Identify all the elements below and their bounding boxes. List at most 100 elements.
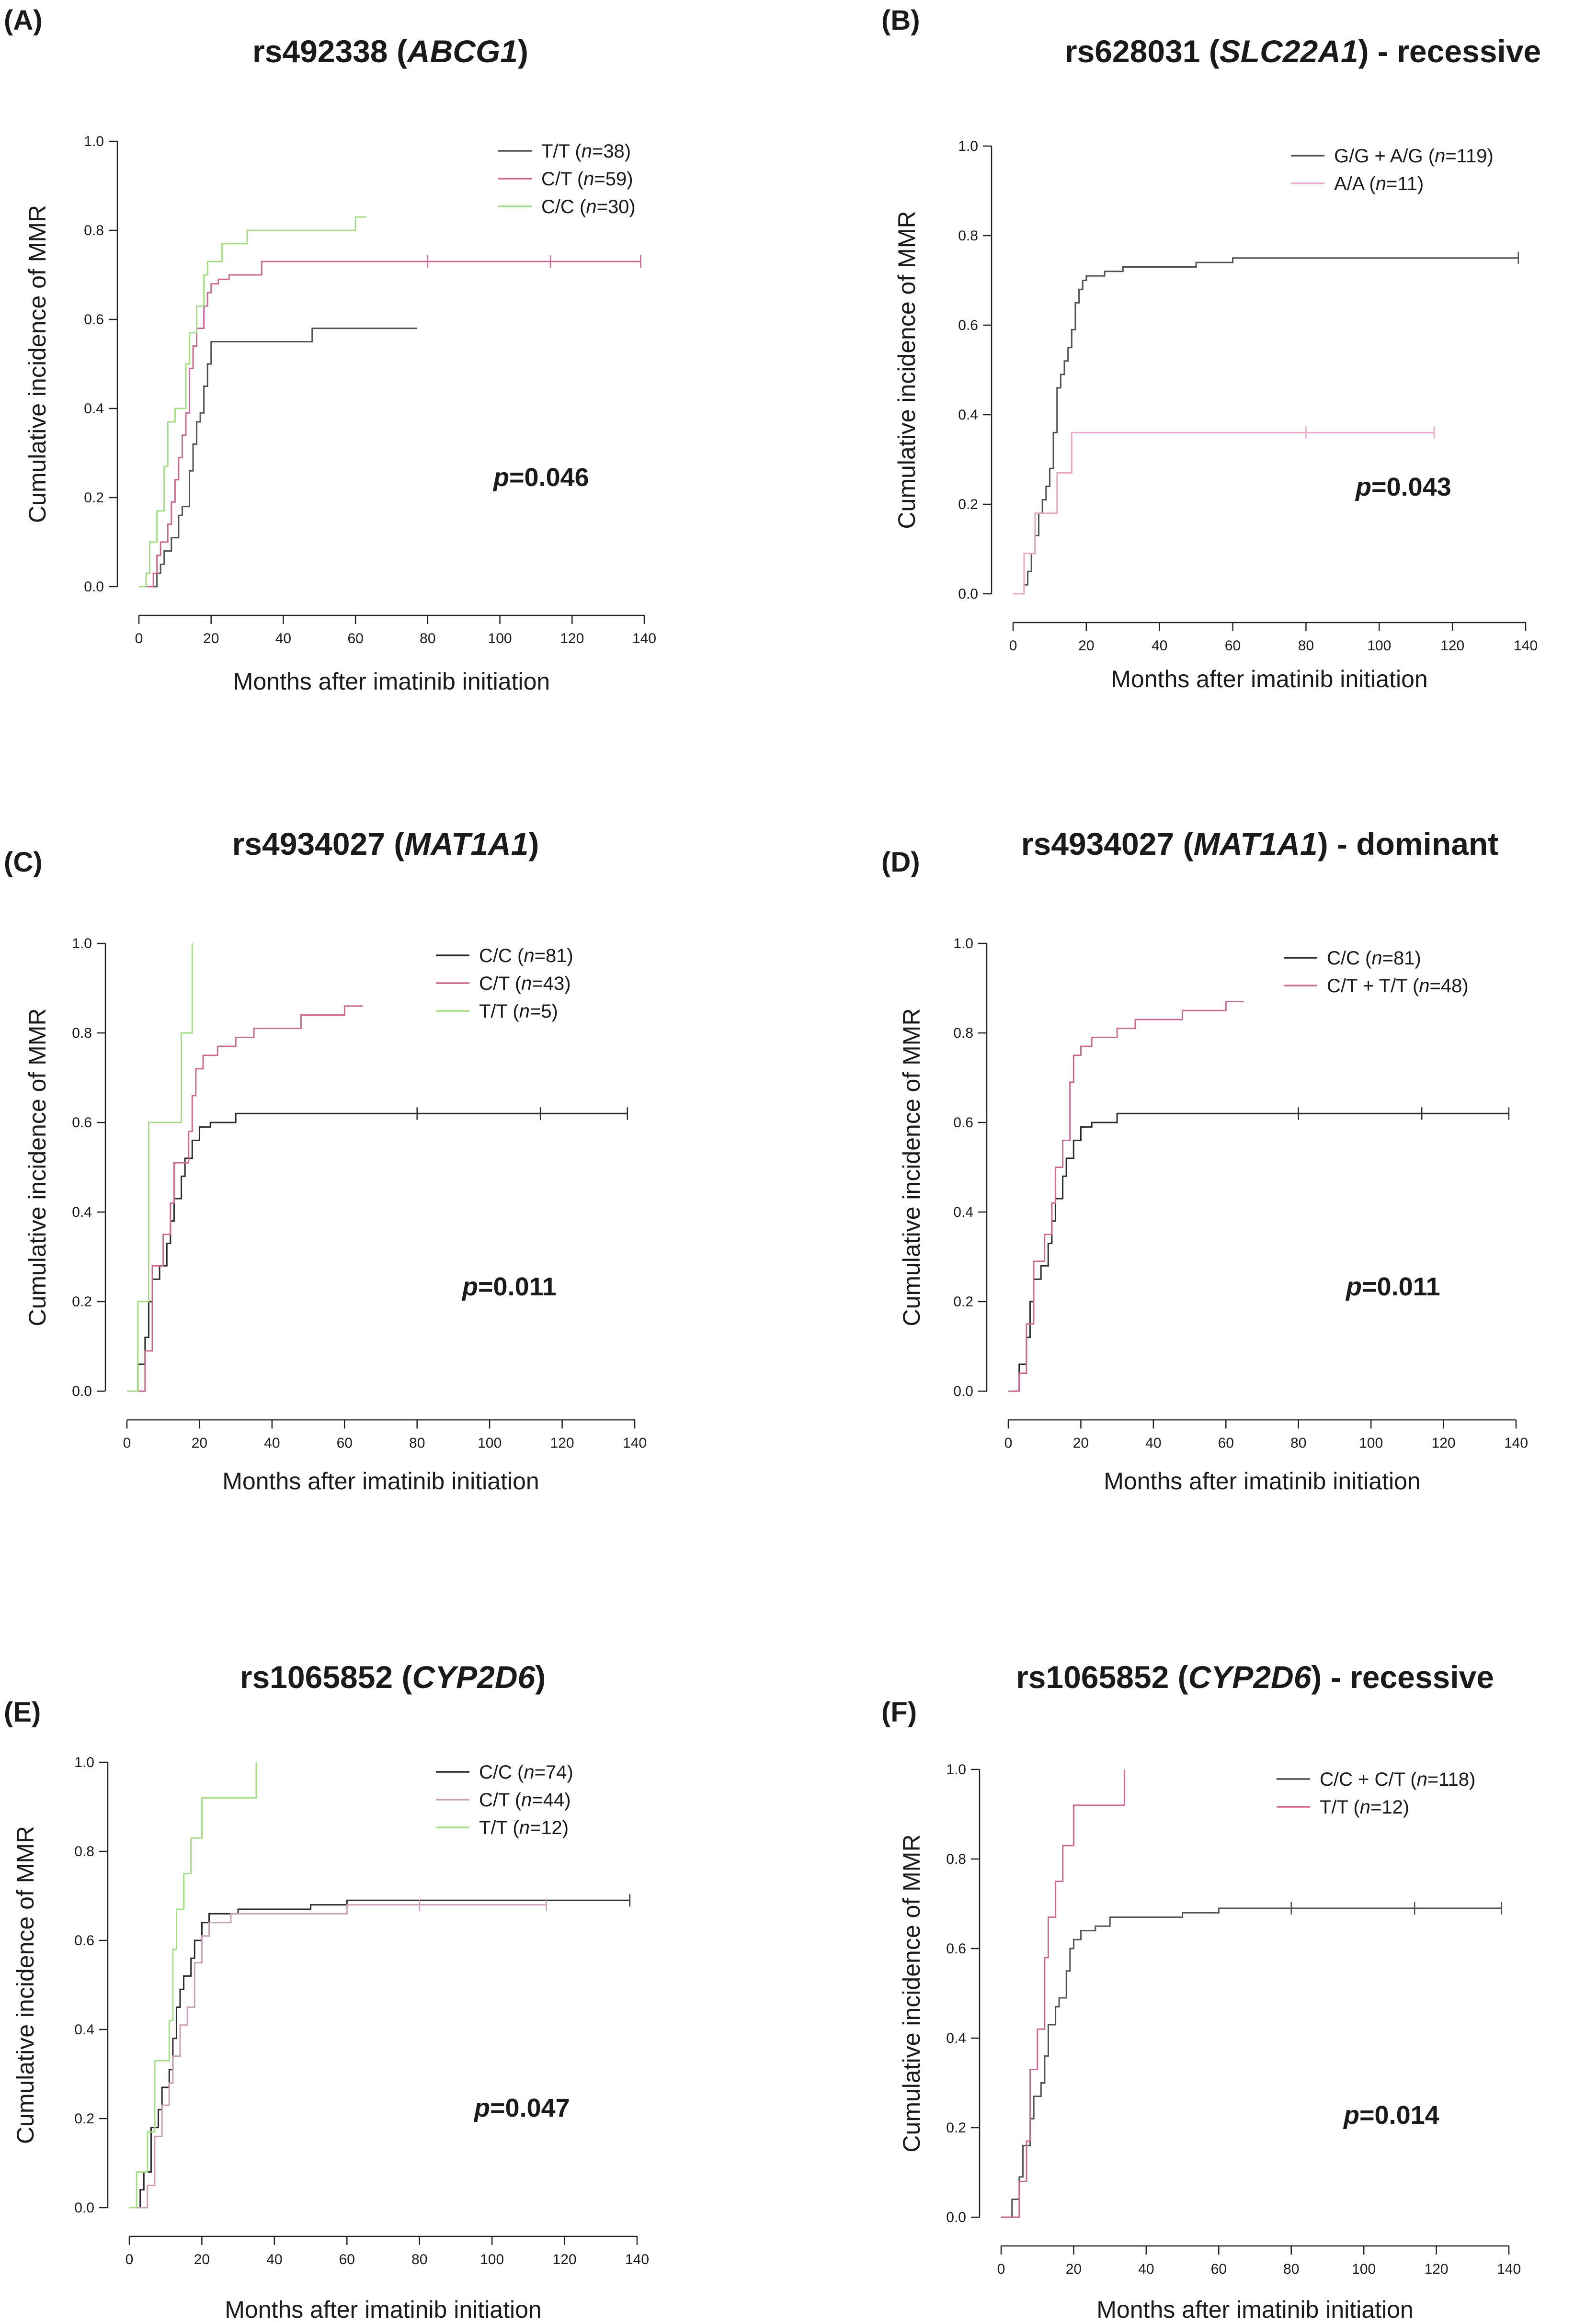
text-part: n: [519, 1817, 530, 1838]
y-tick-label: 0.4: [84, 401, 104, 417]
p-value: p=0.014: [1343, 2101, 1439, 2130]
y-tick-label: 0.2: [953, 1294, 973, 1310]
text-part: T/T (: [541, 141, 582, 162]
x-tick-label: 100: [478, 1435, 502, 1451]
y-tick-label: 0.8: [946, 1851, 966, 1867]
km-panel: (B) rs628031 (SLC22A1) - recessive 0.0 0.2 0…: [881, 5, 1541, 692]
x-tick-label: 80: [420, 631, 435, 646]
text-part: =12): [1370, 1797, 1409, 1818]
y-tick-label: 0.4: [72, 1204, 92, 1220]
y-tick-label: 1.0: [74, 1755, 94, 1770]
p-value: p=0.043: [1355, 473, 1451, 501]
x-tick-label: 100: [488, 631, 512, 646]
y-axis-label: Cumulative incidence of MMR: [893, 211, 920, 529]
p-value: p=0.011: [461, 1272, 557, 1301]
chart-title: rs1065852 (CYP2D6): [240, 1659, 546, 1695]
text-part: n: [521, 973, 532, 994]
y-tick-label: 0.0: [74, 2200, 94, 2216]
text-part: C/C (: [479, 945, 524, 966]
y-tick-label: 0.6: [953, 1115, 973, 1131]
text-part: C/C + C/T (: [1320, 1769, 1417, 1790]
y-axis-label: Cumulative incidence of MMR: [12, 1826, 39, 2144]
x-tick-label: 140: [1514, 638, 1538, 654]
y-tick-label: 1.0: [946, 1762, 966, 1778]
x-axis-label: Months after imatinib initiation: [1104, 1468, 1420, 1495]
x-tick-label: 40: [266, 2252, 282, 2267]
legend-label: C/C + C/T (n=118): [1320, 1769, 1475, 1790]
km-panel: (E) rs1065852 (CYP2D6) 0.0 0.2 0.4 0.6 0.8 1.0 0…: [4, 1659, 649, 2323]
p-value-number: =0.011: [1362, 1272, 1440, 1301]
series-line: [127, 1005, 363, 1392]
panel-letter: (F): [881, 1697, 917, 1728]
series-line: [139, 328, 417, 588]
x-tick-label: 60: [1211, 2261, 1227, 2277]
panel-letter: (D): [881, 847, 920, 878]
series-line: [139, 216, 366, 588]
text-part: n: [521, 1790, 532, 1811]
y-tick-label: 0.0: [946, 2210, 966, 2225]
text-part: n: [1376, 173, 1386, 194]
text-part: n: [1360, 1797, 1370, 1818]
legend-label: C/C (n=74): [479, 1762, 573, 1783]
text-part: n: [586, 196, 596, 217]
y-tick-label: 0.4: [74, 2022, 94, 2038]
x-axis-label: Months after imatinib initiation: [222, 1468, 539, 1495]
p-value: p=0.046: [492, 463, 589, 492]
x-tick-label: 120: [1432, 1435, 1456, 1451]
x-tick-label: 60: [337, 1435, 353, 1451]
legend-label: T/T (n=5): [479, 1001, 558, 1022]
y-axis-label: Cumulative incidence of MMR: [898, 1834, 925, 2152]
text-part: C/T (: [541, 169, 584, 190]
y-tick-label: 0.8: [953, 1025, 973, 1041]
text-part: ): [535, 1659, 546, 1695]
x-tick-label: 20: [1073, 1435, 1089, 1451]
p-value: p=0.047: [473, 2094, 570, 2122]
y-tick-label: 0.8: [84, 223, 104, 238]
x-tick-label: 40: [1145, 1435, 1161, 1451]
legend-label: T/T (n=38): [541, 141, 631, 162]
text-part: n: [1419, 975, 1429, 997]
x-axis-label: Months after imatinib initiation: [233, 668, 550, 695]
text-part: rs1065852 (: [1016, 1659, 1188, 1695]
text-part: ABCG1: [406, 34, 518, 69]
x-tick-label: 20: [194, 2252, 210, 2267]
y-tick-label: 0.2: [958, 497, 978, 512]
km-panel: (D) rs4934027 (MAT1A1) - dominant 0.0 0.2 0.…: [881, 826, 1528, 1495]
text-part: T/T (: [1320, 1797, 1360, 1818]
text-part: n: [1417, 1769, 1427, 1790]
text-part: C/C (: [1327, 948, 1372, 969]
text-part: =81): [535, 945, 573, 966]
x-axis-label: Months after imatinib initiation: [1096, 2296, 1413, 2323]
x-tick-label: 140: [1497, 2261, 1521, 2277]
text-part: C/T (: [479, 973, 522, 994]
text-part: ) - recessive: [1358, 34, 1541, 69]
text-part: CYP2D6: [412, 1659, 536, 1695]
y-axis-label: Cumulative incidence of MMR: [24, 205, 51, 523]
text-part: MAT1A1: [404, 826, 528, 862]
x-tick-label: 60: [1225, 638, 1241, 654]
p-symbol: p: [1355, 473, 1371, 501]
text-part: rs1065852 (: [240, 1659, 412, 1695]
y-tick-label: 0.2: [946, 2120, 966, 2136]
p-value: p=0.011: [1345, 1272, 1440, 1301]
text-part: =44): [532, 1790, 571, 1811]
text-part: ): [528, 826, 539, 862]
text-part: rs4934027 (: [232, 826, 405, 862]
x-tick-label: 80: [1283, 2261, 1299, 2277]
text-part: n: [519, 1001, 530, 1022]
y-tick-label: 1.0: [953, 936, 973, 952]
text-part: =81): [1382, 948, 1421, 969]
text-part: =118): [1427, 1769, 1475, 1790]
series-line: [127, 1112, 628, 1392]
x-tick-label: 40: [1152, 638, 1167, 654]
text-part: T/T (: [479, 1817, 519, 1838]
x-tick-label: 0: [135, 631, 143, 646]
text-part: G/G + A/G (: [1334, 146, 1435, 167]
x-tick-label: 120: [1440, 638, 1464, 654]
km-panel: (C) rs4934027 (MAT1A1) 0.0 0.2 0.4 0.6 0.8 1.0 0…: [4, 826, 647, 1495]
y-tick-label: 0.2: [74, 2111, 94, 2127]
y-tick-label: 0.4: [946, 2030, 966, 2046]
text-part: rs628031 (: [1065, 34, 1220, 69]
text-part: n: [583, 169, 594, 190]
